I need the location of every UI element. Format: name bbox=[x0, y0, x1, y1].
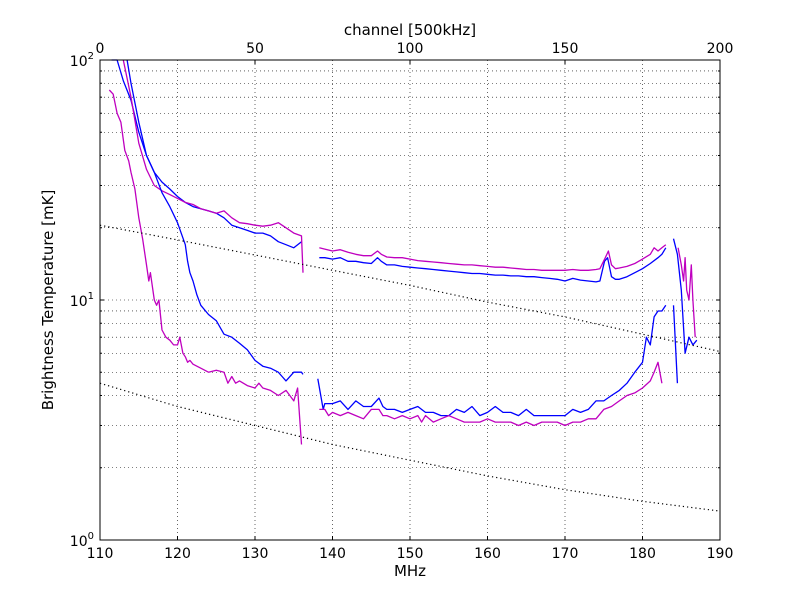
series-reference-line bbox=[99, 382, 721, 512]
y-tick-label: 100 bbox=[70, 531, 94, 550]
x-tick-label: 120 bbox=[164, 546, 191, 562]
x-tick-label: 190 bbox=[707, 546, 734, 562]
series-group bbox=[99, 59, 721, 512]
series-blue-line bbox=[126, 59, 304, 382]
top-tick-label: 50 bbox=[246, 41, 264, 57]
x-tick-label: 140 bbox=[319, 546, 346, 562]
top-tick-label: 0 bbox=[96, 41, 105, 57]
y-tick-base: 10 bbox=[70, 534, 88, 550]
series-magenta-line bbox=[108, 89, 303, 445]
series-blue-line bbox=[672, 305, 679, 384]
series-magenta-line bbox=[319, 361, 663, 427]
x-tick-label: 160 bbox=[474, 546, 501, 562]
y-tick-base: 10 bbox=[70, 294, 88, 310]
series-magenta-line bbox=[677, 247, 696, 338]
y-tick-base: 10 bbox=[70, 54, 88, 70]
x-tick-label: 150 bbox=[397, 546, 424, 562]
series-magenta-line bbox=[122, 59, 304, 273]
top-tick-label: 100 bbox=[397, 41, 424, 57]
x-axis-label: MHz bbox=[394, 562, 426, 580]
series-reference-line bbox=[99, 224, 721, 353]
series-blue-line bbox=[319, 247, 667, 283]
series-blue-line bbox=[317, 304, 667, 417]
x-tick-label: 170 bbox=[552, 546, 579, 562]
y-tick-label: 102 bbox=[70, 51, 94, 70]
y-tick-exponent: 2 bbox=[88, 51, 94, 62]
y-axis-label: Brightness Temperature [mK] bbox=[39, 190, 57, 411]
top-axis-label: channel [500kHz] bbox=[344, 21, 476, 39]
top-tick-label: 150 bbox=[552, 41, 579, 57]
x-tick-label: 110 bbox=[87, 546, 114, 562]
top-tick-label: 200 bbox=[707, 41, 734, 57]
series-magenta-line bbox=[319, 244, 667, 271]
y-tick-label: 101 bbox=[70, 291, 94, 310]
plot-frame bbox=[99, 59, 721, 541]
y-tick-exponent: 0 bbox=[88, 531, 94, 542]
x-tick-label: 180 bbox=[629, 546, 656, 562]
y-tick-exponent: 1 bbox=[88, 291, 94, 302]
x-tick-label: 130 bbox=[242, 546, 269, 562]
